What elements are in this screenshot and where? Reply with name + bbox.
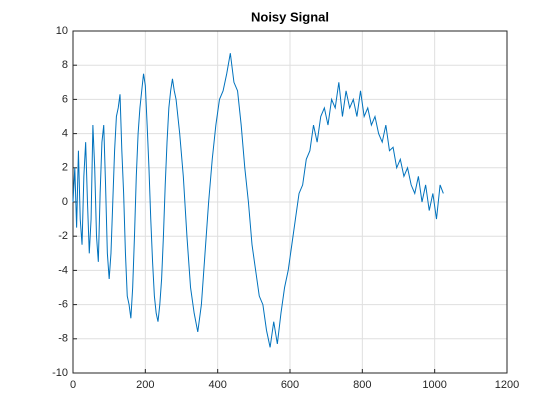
chart-title: Noisy Signal (251, 9, 329, 24)
x-tick-label: 0 (70, 379, 76, 391)
y-tick-label: -4 (58, 264, 68, 276)
y-tick-label: 10 (56, 25, 68, 37)
y-tick-label: 2 (62, 162, 68, 174)
y-tick-label: 0 (62, 196, 68, 208)
x-tick-label: 200 (136, 379, 154, 391)
x-tick-label: 600 (281, 379, 299, 391)
x-tick-label: 800 (353, 379, 371, 391)
signal-line (72, 53, 444, 348)
y-tick-label: -2 (58, 230, 68, 242)
y-tick-label: 6 (62, 93, 68, 105)
y-tick-label: 8 (62, 59, 68, 71)
x-tick-label: 400 (208, 379, 226, 391)
y-tick-label: -8 (58, 333, 68, 345)
y-tick-label: 4 (62, 128, 68, 140)
x-tick-label: 1200 (495, 379, 519, 391)
x-tick-label: 1000 (422, 379, 446, 391)
y-tick-label: -6 (58, 299, 68, 311)
y-tick-label: -10 (52, 367, 68, 379)
